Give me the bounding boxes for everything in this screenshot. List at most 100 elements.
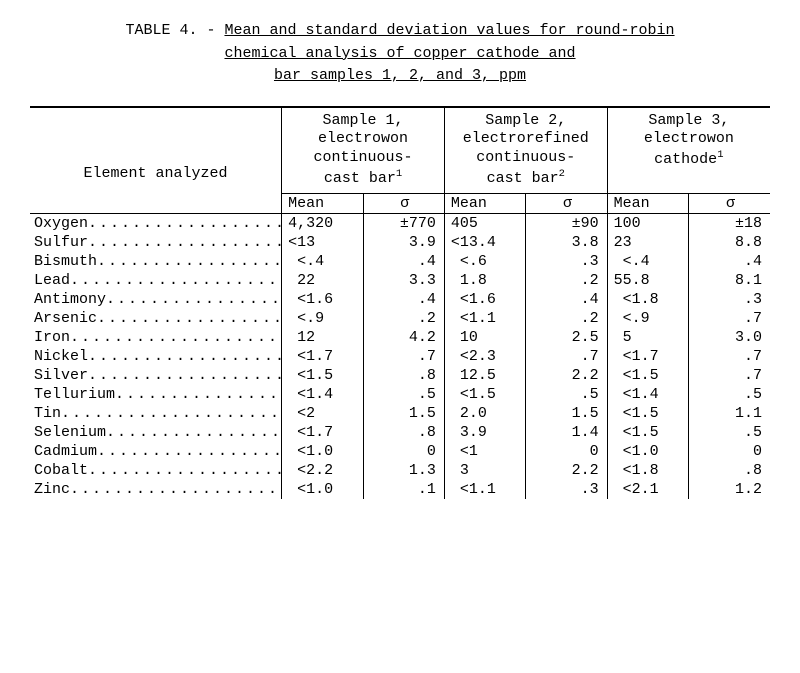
cell-sigma: 8.8 [689,233,770,252]
table-row: Antimony <1.6.4 <1.6.4 <1.8.3 [30,290,770,309]
cell-mean: <13.4 [444,233,525,252]
cell-sigma: 1.3 [363,461,444,480]
caption-line-2: chemical analysis of copper cathode and [224,45,575,62]
header-sample-1: Sample 1, electrowon continuous- cast ba… [282,107,445,194]
table-row: Selenium <1.7.8 3.91.4 <1.5.5 [30,423,770,442]
cell-sigma: .7 [689,366,770,385]
subheader-sigma-1: σ [363,193,444,213]
table-row: Iron 124.2 102.5 53.0 [30,328,770,347]
cell-sigma: 1.1 [689,404,770,423]
cell-mean: <1.7 [282,347,363,366]
cell-mean: <.6 [444,252,525,271]
subheader-sigma-3: σ [689,193,770,213]
cell-element: Cobalt [30,461,282,480]
cell-sigma: 2.2 [526,461,607,480]
cell-sigma: ±18 [689,213,770,233]
cell-mean: <1.1 [444,480,525,499]
table-row: Silver <1.5.8 12.52.2 <1.5.7 [30,366,770,385]
cell-sigma: 1.2 [689,480,770,499]
cell-mean: <1.4 [282,385,363,404]
cell-mean: 100 [607,213,688,233]
cell-mean: <1.8 [607,461,688,480]
table-row: Sulfur<133.9<13.43.8238.8 [30,233,770,252]
cell-mean: <2 [282,404,363,423]
cell-mean: 12 [282,328,363,347]
cell-element: Iron [30,328,282,347]
cell-mean: <.4 [282,252,363,271]
cell-sigma: 2.2 [526,366,607,385]
cell-mean: 10 [444,328,525,347]
cell-sigma: .8 [363,423,444,442]
cell-element: Lead [30,271,282,290]
cell-mean: 55.8 [607,271,688,290]
cell-mean: <1 [444,442,525,461]
header-element: Element analyzed [30,107,282,214]
cell-mean: 12.5 [444,366,525,385]
table-row: Cadmium <1.00 <10 <1.00 [30,442,770,461]
cell-mean: <.9 [282,309,363,328]
caption-prefix: TABLE 4. - [125,22,224,39]
cell-mean: <.9 [607,309,688,328]
table-row: Bismuth <.4.4 <.6.3 <.4.4 [30,252,770,271]
cell-mean: <1.6 [444,290,525,309]
table-row: Lead 223.3 1.8.255.88.1 [30,271,770,290]
cell-element: Cadmium [30,442,282,461]
cell-mean: <1.4 [607,385,688,404]
cell-sigma: .2 [526,309,607,328]
cell-mean: <1.6 [282,290,363,309]
cell-sigma: .4 [526,290,607,309]
cell-sigma: 3.0 [689,328,770,347]
cell-mean: 3.9 [444,423,525,442]
cell-sigma: .8 [363,366,444,385]
cell-mean: <1.0 [282,480,363,499]
cell-element: Tin [30,404,282,423]
cell-sigma: 0 [689,442,770,461]
cell-mean: 23 [607,233,688,252]
cell-element: Arsenic [30,309,282,328]
cell-sigma: 3.8 [526,233,607,252]
cell-sigma: .4 [689,252,770,271]
subheader-sigma-2: σ [526,193,607,213]
cell-element: Silver [30,366,282,385]
cell-sigma: .1 [363,480,444,499]
cell-mean: <2.2 [282,461,363,480]
cell-sigma: ±90 [526,213,607,233]
cell-sigma: .3 [526,480,607,499]
table-row: Nickel <1.7.7 <2.3.7 <1.7.7 [30,347,770,366]
cell-sigma: .7 [689,347,770,366]
cell-mean: <1.5 [607,423,688,442]
cell-mean: 2.0 [444,404,525,423]
cell-element: Zinc [30,480,282,499]
cell-mean: <2.3 [444,347,525,366]
cell-sigma: .7 [363,347,444,366]
cell-mean: <.4 [607,252,688,271]
cell-element: Bismuth [30,252,282,271]
table-caption: TABLE 4. - Mean and standard deviation v… [30,20,770,88]
cell-sigma: .5 [526,385,607,404]
cell-element: Antimony [30,290,282,309]
cell-sigma: 1.5 [363,404,444,423]
header-sample-3: Sample 3, electrowon cathode1 [607,107,770,194]
cell-element: Nickel [30,347,282,366]
cell-sigma: .5 [363,385,444,404]
cell-sigma: 4.2 [363,328,444,347]
caption-line-3: bar samples 1, 2, and 3, ppm [274,67,526,84]
cell-mean: <2.1 [607,480,688,499]
cell-mean: <1.5 [607,366,688,385]
cell-mean: 22 [282,271,363,290]
cell-mean: <1.5 [282,366,363,385]
cell-sigma: .4 [363,252,444,271]
table-row: Arsenic <.9.2 <1.1.2 <.9.7 [30,309,770,328]
cell-sigma: 0 [363,442,444,461]
cell-element: Tellurium [30,385,282,404]
cell-element: Sulfur [30,233,282,252]
cell-element: Oxygen [30,213,282,233]
cell-mean: <1.0 [282,442,363,461]
cell-sigma: .3 [526,252,607,271]
cell-sigma: 1.4 [526,423,607,442]
cell-sigma: 3.9 [363,233,444,252]
cell-sigma: .7 [689,309,770,328]
subheader-mean-2: Mean [444,193,525,213]
cell-mean: <1.0 [607,442,688,461]
cell-mean: 3 [444,461,525,480]
